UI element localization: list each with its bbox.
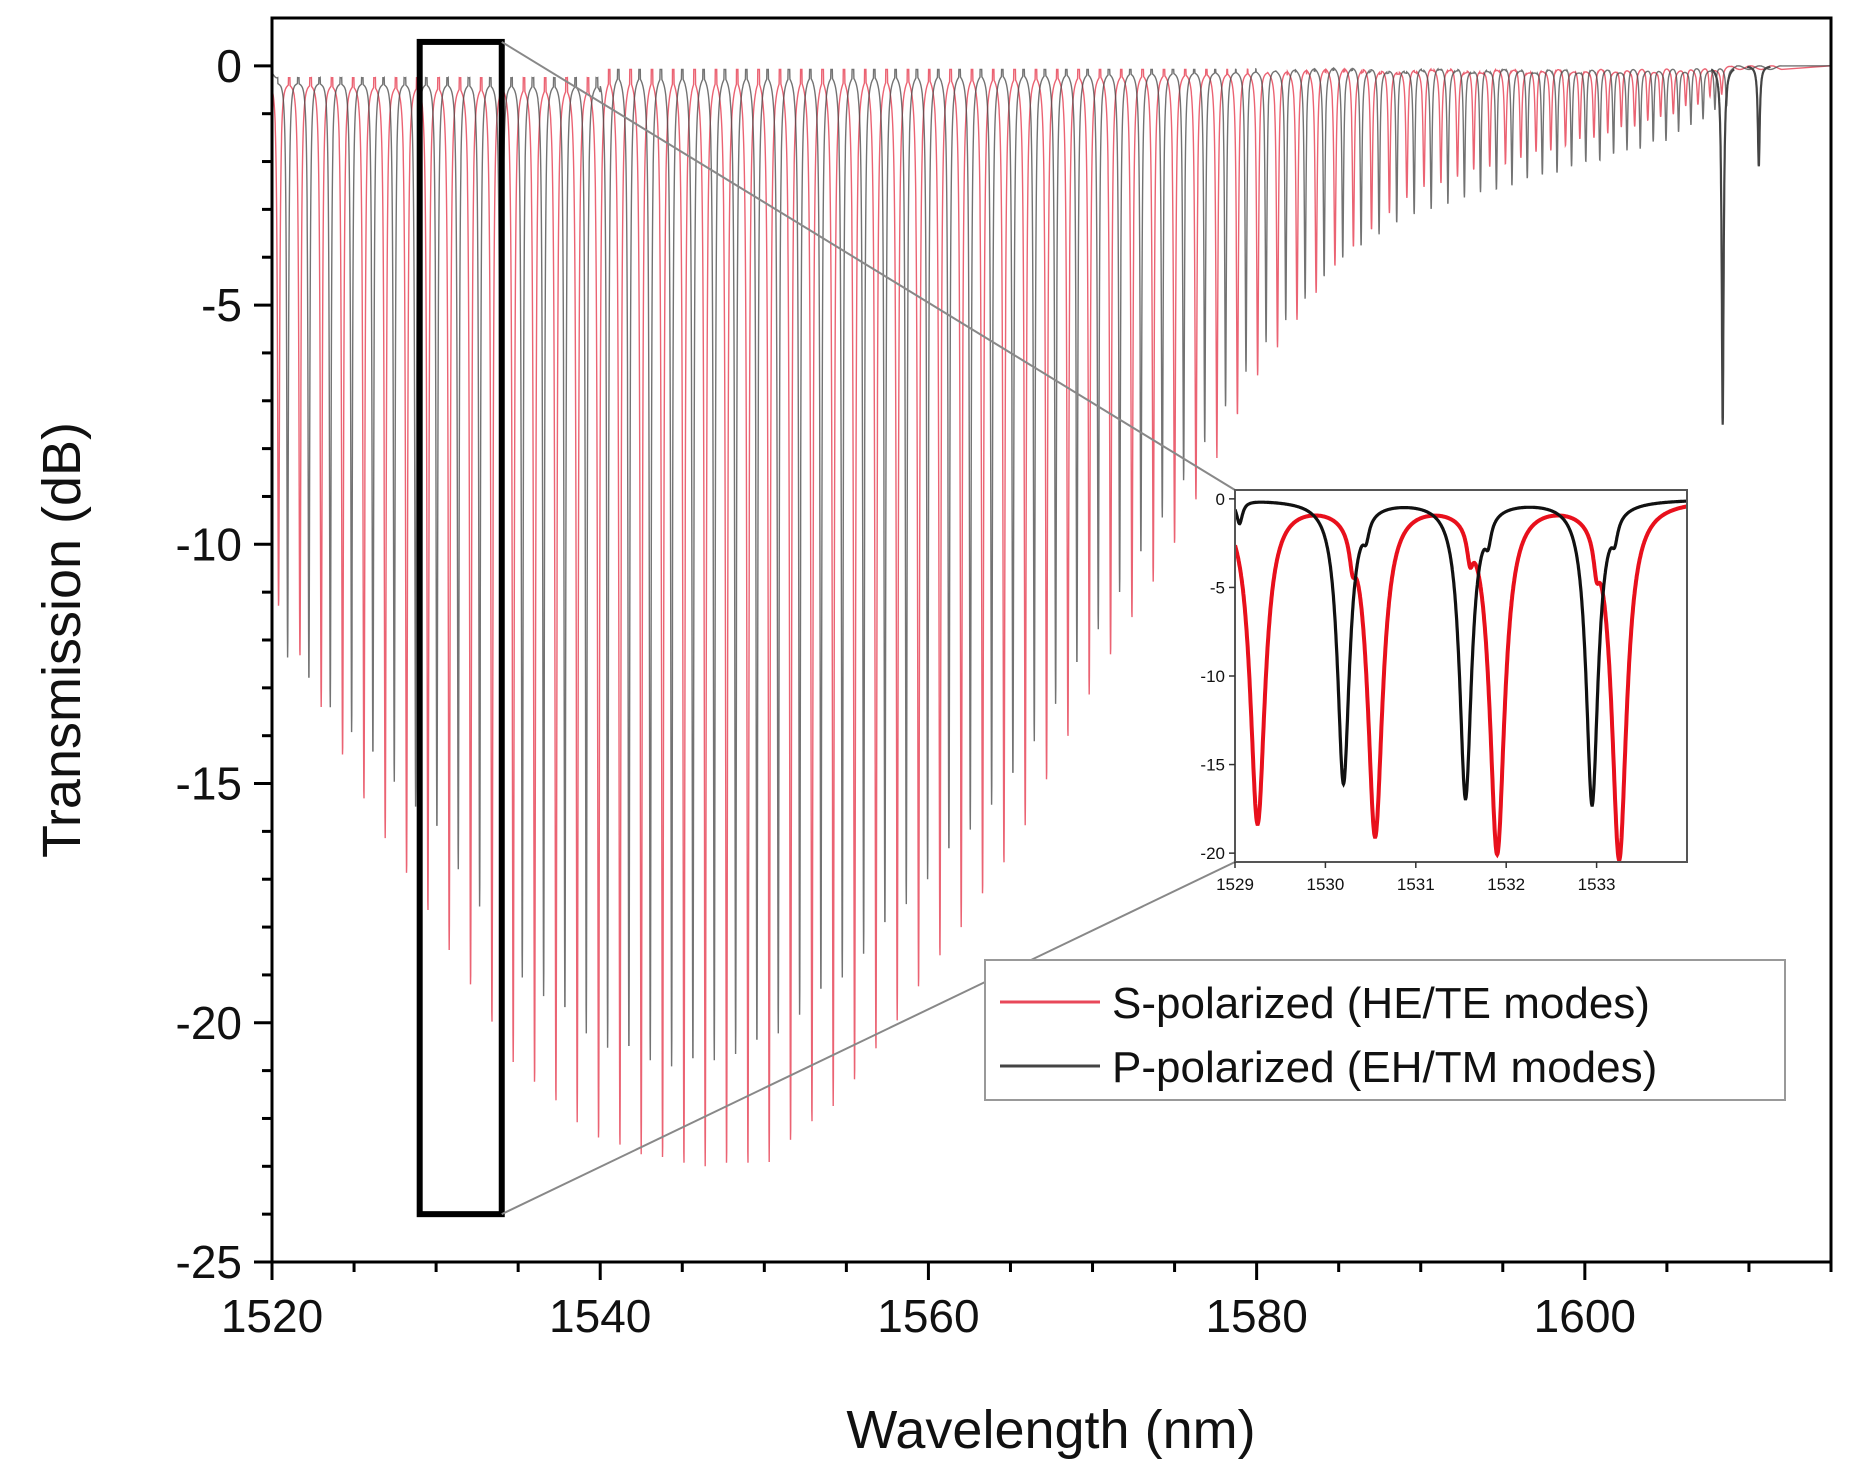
- inset-x-tick-label: 1531: [1397, 875, 1435, 894]
- y-tick-label: -5: [201, 279, 242, 331]
- inset-x-tick-label: 1533: [1578, 875, 1616, 894]
- inset-x-axis: 1529 1530 1531 1532 1533: [1216, 862, 1616, 894]
- y-tick-label: -20: [176, 997, 242, 1049]
- y-axis: 0 -5 -10 -15 -20 -25: [176, 40, 272, 1288]
- y-tick-label: -10: [176, 518, 242, 570]
- zoom-connector-bottom: [501, 861, 1236, 1216]
- inset-y-tick-label: -5: [1210, 578, 1225, 597]
- extra-dip-1: [1746, 65, 1771, 167]
- extra-dip-0: [1710, 68, 1735, 425]
- x-tick-label: 1520: [221, 1290, 323, 1342]
- legend-label-s: S-polarized (HE/TE modes): [1112, 979, 1650, 1028]
- inset-chart: 1529 1530 1531 1532 1533 0 -5 -10 -15 -20: [1200, 489, 1688, 894]
- inset-y-tick-label: -20: [1200, 844, 1225, 863]
- main-series-group: [272, 65, 1831, 1167]
- inset-y-axis: 0 -5 -10 -15 -20: [1200, 490, 1235, 863]
- x-tick-label: 1600: [1534, 1290, 1636, 1342]
- y-tick-label: 0: [216, 40, 242, 92]
- legend-box: [984, 959, 1786, 1101]
- x-axis: 1520 1540 1560 1580 1600: [221, 1262, 1833, 1342]
- series-line-p-polarized: [272, 65, 1831, 1067]
- inset-y-tick-label: -10: [1200, 667, 1225, 686]
- x-tick-label: 1560: [877, 1290, 979, 1342]
- x-axis-title: Wavelength (nm): [846, 1400, 1255, 1460]
- x-tick-label: 1580: [1205, 1290, 1307, 1342]
- x-tick-label: 1540: [549, 1290, 651, 1342]
- inset-x-tick-label: 1529: [1216, 875, 1254, 894]
- inset-series-line-p-polarized: [1235, 499, 1687, 807]
- inset-series-group: [1235, 499, 1687, 862]
- inset-x-tick-label: 1530: [1306, 875, 1344, 894]
- inset-series-line-s-polarized: [1235, 504, 1687, 862]
- zoom-box: [416, 38, 505, 1218]
- series-line-s-polarized: [272, 65, 1831, 1167]
- y-axis-title: Transmission (dB): [32, 422, 92, 858]
- inset-y-tick-label: 0: [1216, 490, 1225, 509]
- legend-label-p: P-polarized (EH/TM modes): [1112, 1043, 1657, 1092]
- y-tick-label: -25: [176, 1236, 242, 1288]
- legend: S-polarized (HE/TE modes) P-polarized (E…: [984, 959, 1786, 1101]
- zoom-connector-top: [501, 41, 1236, 491]
- inset-y-tick-label: -15: [1200, 756, 1225, 775]
- y-tick-label: -15: [176, 758, 242, 810]
- inset-x-tick-label: 1532: [1487, 875, 1525, 894]
